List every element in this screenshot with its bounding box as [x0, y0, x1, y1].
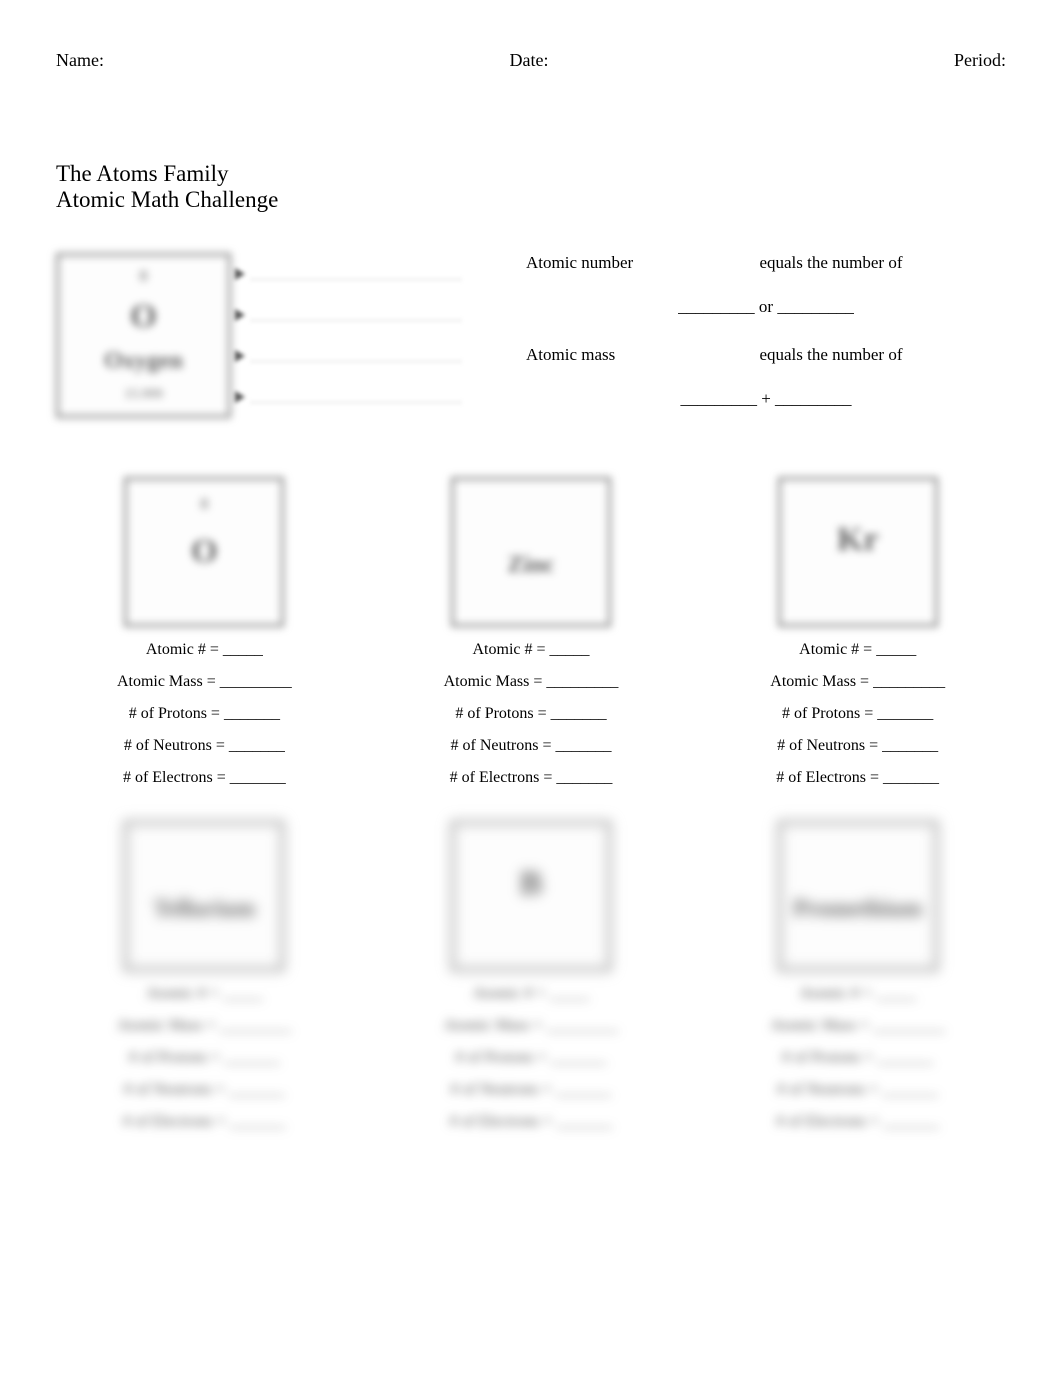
name-label[interactable]: Name:	[56, 50, 104, 71]
atomic-number-field[interactable]: Atomic # = _____	[709, 641, 1006, 659]
label-blank[interactable]	[251, 309, 461, 321]
label-arrows	[235, 253, 461, 418]
element-fields: Atomic # = _____ Atomic Mass = _________…	[383, 641, 680, 787]
protons-field[interactable]: # of Protons = _______	[56, 1049, 353, 1067]
title-line-1: The Atoms Family	[56, 161, 1006, 187]
electrons-field[interactable]: # of Electrons = _______	[709, 1113, 1006, 1131]
element-fields: Atomic # = _____ Atomic Mass = _________…	[56, 985, 353, 1131]
element-cell: Tellurium Atomic # = _____ Atomic Mass =…	[56, 821, 353, 1145]
element-symbol: B	[520, 865, 543, 903]
element-name: Promethium	[793, 896, 922, 923]
atomic-number-field[interactable]: Atomic # = _____	[383, 985, 680, 1003]
protons-field[interactable]: # of Protons = _______	[56, 705, 353, 723]
element-cell: B Atomic # = _____ Atomic Mass = _______…	[383, 821, 680, 1145]
top-section: 8 O Oxygen 15.999 Atomic number equals t…	[56, 253, 1006, 437]
neutrons-field[interactable]: # of Neutrons = _______	[383, 1081, 680, 1099]
electrons-field[interactable]: # of Electrons = _______	[709, 769, 1006, 787]
atomic-number-field[interactable]: Atomic # = _____	[56, 985, 353, 1003]
atomic-number-field[interactable]: Atomic # = _____	[383, 641, 680, 659]
title-line-2: Atomic Math Challenge	[56, 187, 1006, 213]
atomic-number-field[interactable]: Atomic # = _____	[709, 985, 1006, 1003]
element-box: Tellurium	[124, 821, 284, 971]
element-fields: Atomic # = _____ Atomic Mass = _________…	[56, 641, 353, 787]
element-row-2: Tellurium Atomic # = _____ Atomic Mass =…	[56, 821, 1006, 1145]
date-label[interactable]: Date:	[510, 50, 549, 71]
neutrons-field[interactable]: # of Neutrons = _______	[709, 737, 1006, 755]
element-name: Oxygen	[104, 348, 183, 375]
electrons-field[interactable]: # of Electrons = _______	[383, 1113, 680, 1131]
neutrons-field[interactable]: # of Neutrons = _______	[56, 1081, 353, 1099]
period-label[interactable]: Period:	[954, 50, 1006, 71]
atomic-number-blank[interactable]: _________ or _________	[526, 297, 1006, 317]
electrons-field[interactable]: # of Electrons = _______	[56, 769, 353, 787]
element-row-1: 8 O Atomic # = _____ Atomic Mass = _____…	[56, 477, 1006, 801]
atomic-number-text: equals the number of	[656, 253, 1006, 273]
worksheet-header: Name: Date: Period:	[56, 50, 1006, 71]
arrow-icon	[235, 309, 245, 321]
element-number: 8	[200, 496, 208, 514]
protons-field[interactable]: # of Protons = _______	[709, 1049, 1006, 1067]
neutrons-field[interactable]: # of Neutrons = _______	[56, 737, 353, 755]
atomic-mass-text: equals the number of	[656, 345, 1006, 365]
element-symbol: O	[130, 298, 156, 336]
element-cell: Zinc Atomic # = _____ Atomic Mass = ____…	[383, 477, 680, 801]
atomic-mass-field[interactable]: Atomic Mass = _________	[383, 673, 680, 691]
element-name: Zinc	[508, 552, 555, 579]
element-box: Kr	[778, 477, 938, 627]
atomic-mass-field[interactable]: Atomic Mass = _________	[709, 1017, 1006, 1035]
protons-field[interactable]: # of Protons = _______	[383, 1049, 680, 1067]
arrow-icon	[235, 391, 245, 403]
element-cell: Promethium Atomic # = _____ Atomic Mass …	[709, 821, 1006, 1145]
worksheet-title: The Atoms Family Atomic Math Challenge	[56, 161, 1006, 213]
label-blank[interactable]	[251, 268, 461, 280]
atomic-mass-label: Atomic mass	[526, 345, 656, 365]
element-cell: Kr Atomic # = _____ Atomic Mass = ______…	[709, 477, 1006, 801]
electrons-field[interactable]: # of Electrons = _______	[383, 769, 680, 787]
atomic-mass-blank[interactable]: _________ + _________	[526, 389, 1006, 409]
element-box: B	[451, 821, 611, 971]
label-blank[interactable]	[251, 391, 461, 403]
atomic-number-field[interactable]: Atomic # = _____	[56, 641, 353, 659]
element-cell: 8 O Atomic # = _____ Atomic Mass = _____…	[56, 477, 353, 801]
atomic-mass-field[interactable]: Atomic Mass = _________	[383, 1017, 680, 1035]
protons-field[interactable]: # of Protons = _______	[383, 705, 680, 723]
label-blank[interactable]	[251, 350, 461, 362]
example-element-box: 8 O Oxygen 15.999	[56, 253, 231, 418]
protons-field[interactable]: # of Protons = _______	[709, 705, 1006, 723]
element-symbol: Kr	[837, 521, 879, 559]
definitions-column: Atomic number equals the number of _____…	[526, 253, 1006, 437]
atomic-mass-field[interactable]: Atomic Mass = _________	[56, 1017, 353, 1035]
atomic-number-label: Atomic number	[526, 253, 656, 273]
atomic-mass-definition: Atomic mass equals the number of _______…	[526, 345, 1006, 409]
element-mass: 15.999	[124, 387, 163, 403]
electrons-field[interactable]: # of Electrons = _______	[56, 1113, 353, 1131]
atomic-number-definition: Atomic number equals the number of _____…	[526, 253, 1006, 317]
element-fields: Atomic # = _____ Atomic Mass = _________…	[383, 985, 680, 1131]
element-box: Promethium	[778, 821, 938, 971]
atomic-mass-field[interactable]: Atomic Mass = _________	[709, 673, 1006, 691]
element-box: Zinc	[451, 477, 611, 627]
element-fields: Atomic # = _____ Atomic Mass = _________…	[709, 641, 1006, 787]
element-name: Tellurium	[153, 896, 255, 923]
arrow-icon	[235, 268, 245, 280]
element-symbol: O	[191, 533, 217, 571]
arrow-icon	[235, 350, 245, 362]
neutrons-field[interactable]: # of Neutrons = _______	[383, 737, 680, 755]
example-column: 8 O Oxygen 15.999	[56, 253, 526, 437]
atomic-mass-field[interactable]: Atomic Mass = _________	[56, 673, 353, 691]
neutrons-field[interactable]: # of Neutrons = _______	[709, 1081, 1006, 1099]
element-fields: Atomic # = _____ Atomic Mass = _________…	[709, 985, 1006, 1131]
element-box: 8 O	[124, 477, 284, 627]
element-number: 8	[140, 268, 148, 286]
